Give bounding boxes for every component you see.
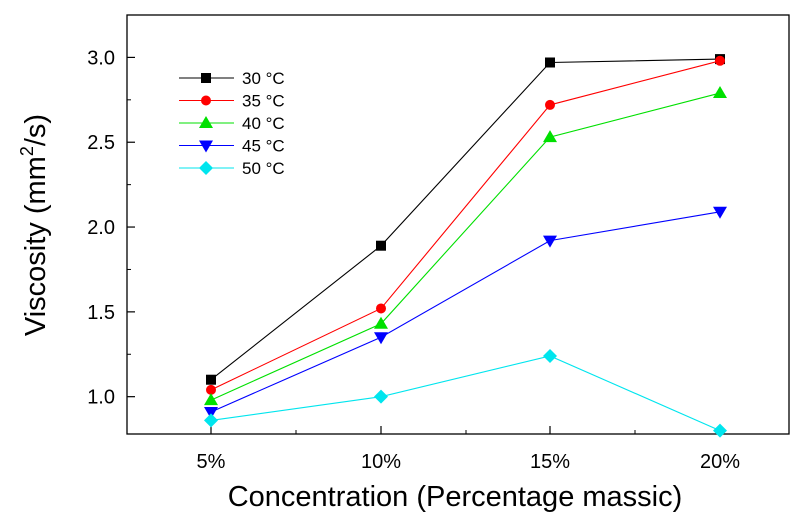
y-tick-label: 2.0 bbox=[87, 217, 115, 239]
y-tick-label: 2.5 bbox=[87, 132, 115, 154]
data-point bbox=[545, 57, 555, 68]
y-axis-title-prefix: Viscosity (mm bbox=[20, 156, 52, 336]
x-tick-label: 20% bbox=[700, 451, 740, 473]
legend-label: 30 °C bbox=[242, 69, 285, 88]
data-point bbox=[713, 423, 727, 438]
data-point bbox=[376, 303, 386, 314]
legend-marker bbox=[201, 95, 211, 106]
data-point bbox=[374, 389, 388, 404]
data-point bbox=[543, 235, 557, 248]
series-line bbox=[210, 211, 721, 413]
y-axis-title-superscript: 2 bbox=[17, 146, 37, 156]
series-group bbox=[206, 55, 725, 395]
series-layer bbox=[204, 54, 727, 438]
series-line bbox=[210, 58, 721, 381]
data-point bbox=[204, 413, 218, 428]
y-axis-title-suffix: /s) bbox=[20, 114, 52, 146]
legend-label: 50 °C bbox=[242, 159, 285, 178]
data-point bbox=[204, 406, 218, 419]
y-axis: 1.0 1.5 2.0 2.5 3.0 bbox=[87, 14, 135, 409]
legend-marker bbox=[199, 161, 213, 175]
data-point bbox=[543, 348, 557, 363]
legend-label: 35 °C bbox=[242, 92, 285, 111]
y-tick-label: 1.0 bbox=[87, 387, 115, 409]
data-point bbox=[545, 99, 555, 110]
x-tick-label: 15% bbox=[530, 451, 570, 473]
legend: 30 °C 35 °C 40 °C 45 °C 50 °C bbox=[179, 69, 285, 178]
data-point bbox=[204, 393, 218, 406]
data-point bbox=[376, 240, 386, 251]
x-tick-label: 5% bbox=[197, 451, 226, 473]
series-group bbox=[204, 86, 727, 406]
series-line bbox=[210, 60, 721, 391]
y-tick-label: 3.0 bbox=[87, 47, 115, 69]
legend-label: 45 °C bbox=[242, 137, 285, 156]
legend-label: 40 °C bbox=[242, 114, 285, 133]
data-point bbox=[374, 316, 388, 329]
series-group bbox=[204, 206, 727, 419]
data-point bbox=[206, 374, 216, 385]
data-point bbox=[206, 384, 216, 395]
data-point bbox=[713, 206, 727, 219]
data-point bbox=[713, 86, 727, 99]
data-point bbox=[543, 130, 557, 143]
legend-marker bbox=[199, 116, 213, 128]
plot-frame bbox=[126, 14, 790, 435]
series-line bbox=[210, 92, 721, 401]
data-point bbox=[374, 332, 388, 345]
legend-marker bbox=[199, 140, 213, 153]
x-axis-title: Concentration (Percentage massic) bbox=[228, 481, 683, 513]
y-axis-title: Viscosity (mm2/s) bbox=[17, 114, 52, 336]
x-tick-label: 10% bbox=[361, 451, 401, 473]
series-line bbox=[210, 355, 721, 432]
data-point bbox=[715, 55, 725, 66]
legend-marker bbox=[201, 73, 211, 83]
y-tick-label: 1.5 bbox=[87, 302, 115, 324]
series-group bbox=[204, 348, 727, 438]
x-axis: 5% 10% 15% 20% bbox=[197, 426, 740, 473]
